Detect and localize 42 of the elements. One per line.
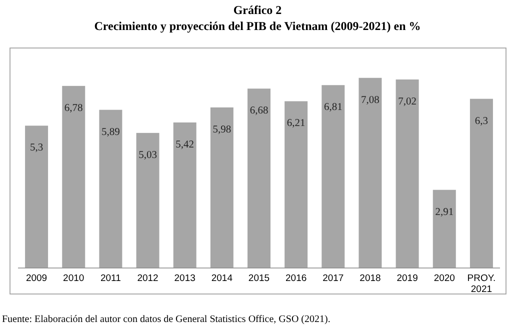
bar — [210, 107, 234, 268]
data-label: 5,89 — [102, 126, 120, 138]
data-label: 5,98 — [212, 124, 232, 136]
data-label: 5,3 — [30, 142, 44, 154]
x-tick-label: 2016 — [286, 273, 307, 284]
bar — [62, 86, 86, 268]
chart-subtitle: Crecimiento y proyección del PIB de Vietnam (2009-2021) en % — [94, 19, 421, 33]
x-tick-label: 2013 — [174, 273, 196, 284]
data-label: 6,81 — [324, 102, 342, 114]
bar — [470, 98, 493, 268]
data-label: 5,42 — [176, 139, 194, 150]
data-label: 7,08 — [361, 94, 380, 106]
data-label: 6,3 — [474, 116, 488, 127]
x-tick-label: 2011 — [100, 273, 121, 284]
source-note: Fuente: Elaboración del autor con datos de General Statistics Office, GSO (2021). — [2, 314, 330, 325]
bar — [432, 190, 456, 268]
bar — [358, 78, 382, 268]
data-label: 6,78 — [64, 102, 83, 114]
data-label: 6,21 — [286, 118, 306, 130]
bar — [396, 79, 419, 268]
x-tick-label: PROY. 2021 — [467, 273, 496, 295]
bar — [25, 126, 48, 268]
x-tick-label: 2014 — [211, 273, 232, 284]
x-tick-label: 2017 — [322, 273, 344, 284]
x-tick-label: 2009 — [26, 273, 48, 284]
x-tick-label: 2018 — [360, 273, 381, 284]
x-tick-label: 2015 — [248, 273, 270, 284]
data-label: 7,02 — [398, 96, 416, 108]
x-tick-label: 2019 — [396, 273, 418, 284]
bar — [284, 101, 308, 268]
data-label: 6,68 — [250, 106, 268, 117]
bar — [136, 132, 160, 268]
data-label: 2,91 — [435, 206, 454, 218]
x-tick-label: 2012 — [137, 273, 158, 284]
bar — [173, 122, 196, 268]
data-label: 5,03 — [138, 150, 157, 161]
bar — [99, 110, 122, 268]
bar — [322, 85, 345, 268]
x-tick-label: 2020 — [434, 273, 455, 284]
bar — [248, 88, 270, 268]
x-tick-label: 2010 — [63, 273, 84, 284]
chart-title: Gráfico 2 — [233, 3, 282, 17]
